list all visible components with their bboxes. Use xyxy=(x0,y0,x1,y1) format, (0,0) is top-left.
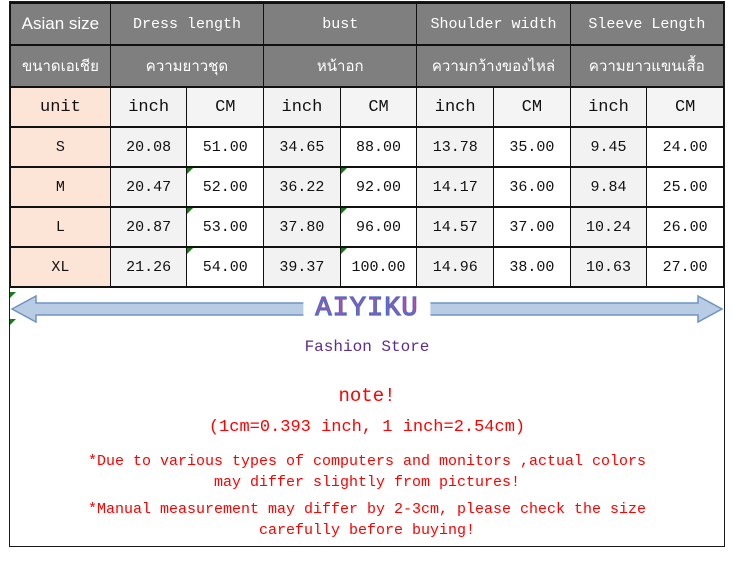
col-header-bust-thai: หน้าอก xyxy=(263,44,418,88)
value-cell: 14.57 xyxy=(416,206,495,248)
unit-cell: inch xyxy=(109,86,188,128)
size-cell: L xyxy=(10,206,111,248)
table-row-l: L 20.87 53.00 37.80 96.00 14.57 37.00 10… xyxy=(10,206,724,248)
table-row-xl: XL 21.26 54.00 39.37 100.00 14.96 38.00 … xyxy=(10,246,724,288)
unit-cell: inch xyxy=(569,86,648,128)
brand-name: AIYIKU xyxy=(303,293,431,325)
header-row-english: Asian size Dress length bust Shoulder wi… xyxy=(10,2,725,46)
value-cell: 36.22 xyxy=(263,166,341,208)
size-cell: S xyxy=(10,126,111,168)
col-header-asian-size-thai: ขนาดเอเชีย xyxy=(10,44,111,88)
value-cell: 21.26 xyxy=(109,246,188,288)
value-cell: 92.00 xyxy=(339,166,418,208)
brand-banner: AIYIKU xyxy=(10,293,724,325)
col-header-sleeve-length-thai: ความยาวแขนเสื้อ xyxy=(569,44,725,88)
cell-marker-icon xyxy=(10,319,16,325)
col-header-bust: bust xyxy=(263,2,418,46)
size-cell: XL xyxy=(10,246,111,288)
header-row-thai: ขนาดเอเชีย ความยาวชุด หน้าอก ความกว้างขอ… xyxy=(10,44,725,88)
value-cell: 100.00 xyxy=(339,246,418,288)
value-cell: 96.00 xyxy=(339,206,418,248)
chart-frame: Asian size Dress length bust Shoulder wi… xyxy=(9,1,725,547)
value-cell: 9.45 xyxy=(569,126,648,168)
note-title: note! xyxy=(338,385,396,407)
col-header-asian-size: Asian size xyxy=(10,2,111,46)
value-cell: 20.87 xyxy=(109,206,188,248)
col-header-shoulder-width-thai: ความกว้างของไหล่ xyxy=(416,44,571,88)
value-cell: 24.00 xyxy=(646,126,724,168)
unit-label-cell: unit xyxy=(10,86,111,128)
col-header-dress-length-thai: ความยาวชุด xyxy=(109,44,265,88)
size-cell: M xyxy=(10,166,111,208)
table-row-m: M 20.47 52.00 36.22 92.00 14.17 36.00 9.… xyxy=(10,166,724,208)
unit-cell: inch xyxy=(416,86,495,128)
value-cell: 37.00 xyxy=(493,206,571,248)
value-cell: 37.80 xyxy=(263,206,341,248)
col-header-dress-length: Dress length xyxy=(109,2,265,46)
value-cell: 13.78 xyxy=(416,126,495,168)
col-header-sleeve-length: Sleeve Length xyxy=(569,2,725,46)
value-cell: 36.00 xyxy=(493,166,571,208)
disclaimer-measurement-line1: *Manual measurement may differ by 2-3cm,… xyxy=(87,501,647,518)
col-header-shoulder-width: Shoulder width xyxy=(416,2,571,46)
value-cell: 35.00 xyxy=(493,126,571,168)
value-cell: 38.00 xyxy=(493,246,571,288)
unit-cell: CM xyxy=(493,86,571,128)
value-cell: 54.00 xyxy=(186,246,265,288)
conversion-note: (1cm=0.393 inch, 1 inch=2.54cm) xyxy=(208,418,526,437)
size-chart-table: Asian size Dress length bust Shoulder wi… xyxy=(10,2,725,288)
value-cell: 39.37 xyxy=(263,246,341,288)
value-cell: 14.17 xyxy=(416,166,495,208)
value-cell: 9.84 xyxy=(569,166,648,208)
value-cell: 20.47 xyxy=(109,166,188,208)
value-cell: 10.63 xyxy=(569,246,648,288)
unit-cell: CM xyxy=(646,86,724,128)
value-cell: 10.24 xyxy=(569,206,648,248)
unit-cell: CM xyxy=(339,86,418,128)
value-cell: 51.00 xyxy=(186,126,265,168)
disclaimer-colors: *Due to various types of computers and m… xyxy=(10,451,724,493)
value-cell: 25.00 xyxy=(646,166,724,208)
disclaimer-measurement-line2: carefully before buying! xyxy=(258,522,476,539)
value-cell: 88.00 xyxy=(339,126,418,168)
unit-cell: inch xyxy=(263,86,341,128)
value-cell: 34.65 xyxy=(263,126,341,168)
unit-cell: CM xyxy=(186,86,265,128)
disclaimer-colors-line1: *Due to various types of computers and m… xyxy=(87,453,647,470)
value-cell: 20.08 xyxy=(109,126,188,168)
table-row-s: S 20.08 51.00 34.65 88.00 13.78 35.00 9.… xyxy=(10,126,724,168)
disclaimer-measurement: *Manual measurement may differ by 2-3cm,… xyxy=(10,499,724,541)
cell-marker-icon xyxy=(10,292,16,298)
value-cell: 14.96 xyxy=(416,246,495,288)
brand-subtitle: Fashion Store xyxy=(304,338,430,356)
value-cell: 53.00 xyxy=(186,206,265,248)
disclaimer-colors-line2: may differ slightly from pictures! xyxy=(213,474,521,491)
value-cell: 52.00 xyxy=(186,166,265,208)
unit-row: unit inch CM inch CM inch CM inch CM xyxy=(10,86,724,128)
value-cell: 26.00 xyxy=(646,206,724,248)
value-cell: 27.00 xyxy=(646,246,724,288)
